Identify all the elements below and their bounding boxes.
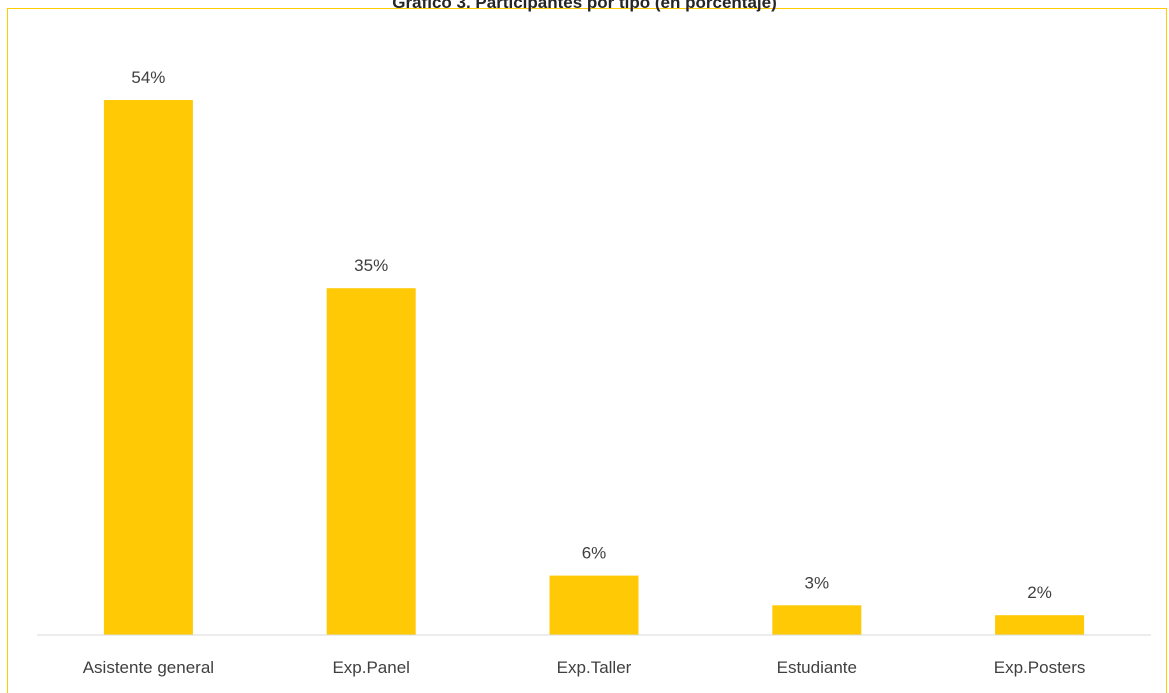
labels-layer: 54% Asistente general 35% Exp.Panel 6% Exp.Ta…: [83, 68, 1086, 677]
data-label: 6%: [582, 544, 607, 563]
bar-estudiante: [772, 605, 862, 635]
bar-exp-posters: [995, 615, 1085, 635]
x-tick-label: Exp.Taller: [557, 658, 632, 677]
x-tick-label: Exp.Posters: [994, 658, 1086, 677]
x-tick-label: Asistente general: [83, 658, 214, 677]
data-label: 54%: [131, 68, 165, 87]
bar-exp-panel: [326, 288, 416, 635]
chart-frame: [7, 8, 1167, 693]
data-label: 35%: [354, 256, 388, 275]
bar-exp-taller: [549, 575, 639, 635]
x-tick-label: Exp.Panel: [332, 658, 410, 677]
chart-title: Gráfico 3. Participantes por tipo (en po…: [392, 0, 777, 12]
bar-asistente-general: [103, 100, 193, 635]
data-label: 3%: [805, 573, 830, 592]
bars-layer: [103, 100, 1085, 635]
x-tick-label: Estudiante: [777, 658, 857, 677]
data-label: 2%: [1027, 583, 1052, 602]
